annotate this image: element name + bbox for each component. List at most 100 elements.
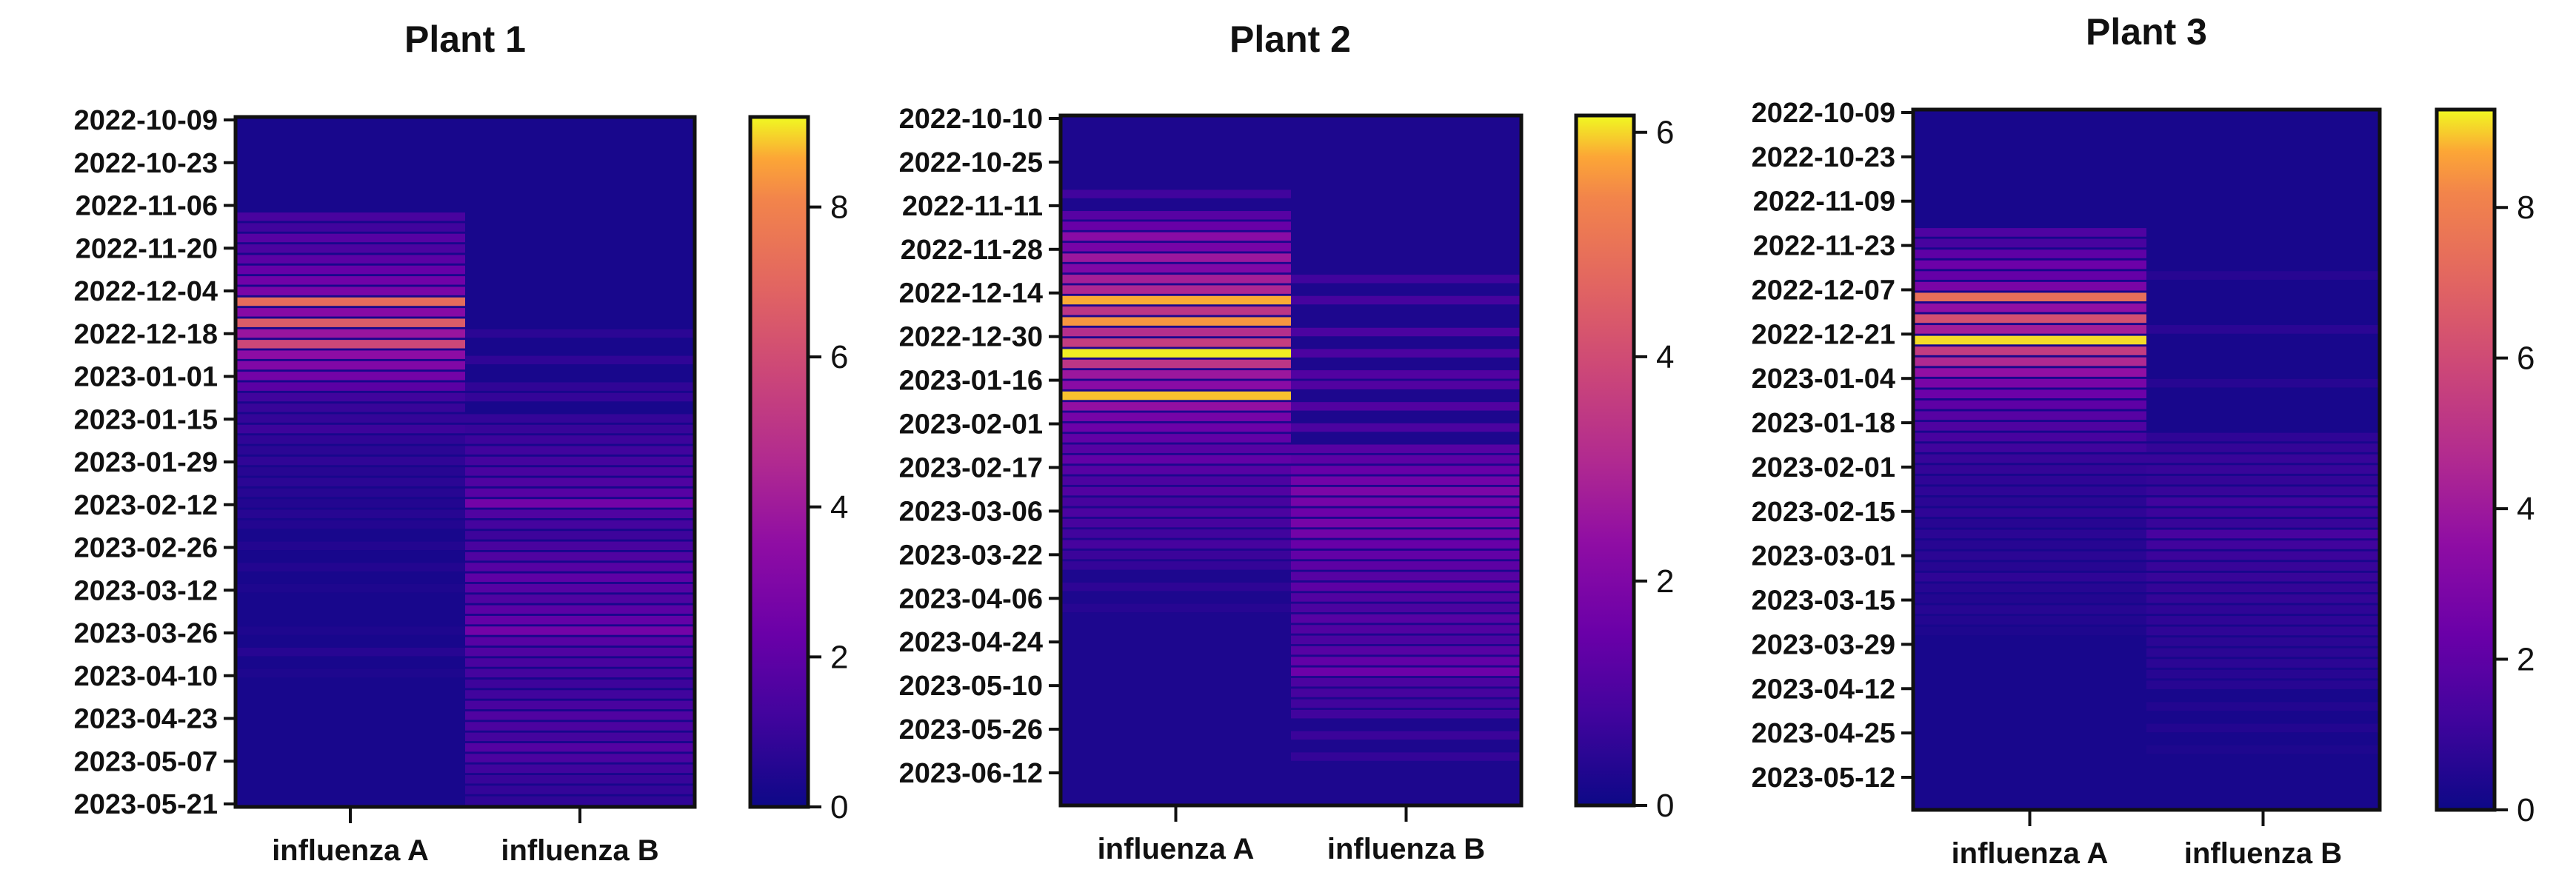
heatmap-cell [236, 350, 465, 359]
y-tick-label: 2022-12-18 [74, 319, 218, 350]
y-tick-label: 2023-02-15 [1752, 497, 1895, 528]
heatmap-cell [465, 700, 695, 710]
heatmap-cell [465, 679, 695, 688]
heatmap-cell [236, 467, 465, 476]
heatmap-cell [2146, 551, 2380, 560]
heatmap-cell [1061, 285, 1291, 294]
heatmap-cell [1291, 455, 1521, 464]
heatmap-cell [1291, 423, 1521, 432]
heatmap-cell [1913, 605, 2146, 614]
heatmap-cell [1913, 465, 2146, 474]
heatmap-cell [1913, 486, 2146, 496]
heatmap-cell [2146, 626, 2380, 636]
heatmap-cell [2146, 432, 2380, 442]
y-tick-label: 2022-10-23 [1752, 142, 1895, 173]
heatmap-cell [1913, 616, 2146, 625]
y-tick-label: 2023-01-01 [74, 362, 218, 393]
heatmap-cell [1913, 411, 2146, 420]
x-tick-label: influenza B [2184, 837, 2342, 870]
y-tick-label: 2022-11-20 [76, 233, 218, 264]
y-tick-label: 2023-03-29 [1752, 629, 1895, 660]
y-tick-label: 2022-12-21 [1752, 319, 1895, 350]
heatmap-cell [1913, 271, 2146, 280]
heatmap-cell [236, 456, 465, 466]
heatmap-cell [465, 583, 695, 593]
heatmap-cell [1291, 327, 1521, 337]
heatmap-cell [236, 382, 465, 391]
heatmap-cell [1291, 529, 1521, 538]
heatmap-cell [1291, 540, 1521, 549]
heatmap-cell [1061, 444, 1291, 453]
y-tick-label: 2022-12-07 [1752, 275, 1895, 306]
y-tick-label: 2023-03-06 [899, 496, 1043, 527]
heatmap-cell [1913, 260, 2146, 269]
y-tick-label: 2023-01-18 [1752, 408, 1895, 439]
y-tick-label: 2023-05-10 [899, 671, 1043, 702]
heatmap-cell [1913, 454, 2146, 463]
y-tick-label: 2023-02-01 [1752, 452, 1895, 483]
heatmap-cell [465, 722, 695, 731]
heatmap-cell [2146, 443, 2380, 452]
y-tick-label: 2023-05-12 [1752, 762, 1895, 794]
heatmap-cell [1291, 752, 1521, 761]
colorbar-tick-label: 4 [2517, 491, 2535, 527]
heatmap-cell [1061, 253, 1291, 262]
heatmap-cell [1291, 370, 1521, 379]
heatmap-cell [1913, 281, 2146, 291]
heatmap-cell [2146, 745, 2380, 754]
y-tick-label: 2023-05-21 [74, 789, 218, 820]
heatmap-cell [2146, 325, 2380, 334]
heatmap-cell [236, 223, 465, 232]
y-tick-label: 2023-05-07 [74, 746, 218, 777]
heatmap-cell [465, 392, 695, 402]
heatmap-cell [465, 382, 695, 391]
heatmap-cell [465, 732, 695, 742]
heatmap-cell [465, 668, 695, 678]
heatmap-cell [1061, 317, 1291, 326]
colorbar-tick-label: 8 [2517, 190, 2535, 226]
heatmap-cell [1061, 423, 1291, 432]
heatmap-cell [2146, 723, 2380, 733]
y-tick-label: 2023-02-12 [74, 490, 218, 521]
colorbar-tick-label: 2 [2517, 642, 2535, 678]
heatmap-cell [465, 785, 695, 794]
y-tick-label: 2022-10-09 [74, 105, 218, 136]
panel-title: Plant 3 [2086, 11, 2207, 53]
heatmap-cell [1061, 466, 1291, 475]
heatmap-cell [1913, 228, 2146, 237]
heatmap-cell [465, 424, 695, 434]
heatmap-cell [465, 658, 695, 667]
heatmap-cell [465, 467, 695, 476]
heatmap-cell [236, 244, 465, 253]
y-tick-label: 2022-10-09 [1752, 98, 1895, 129]
heatmap-cell [1913, 292, 2146, 302]
heatmap-cell [465, 520, 695, 529]
heatmap-cell [2146, 508, 2380, 517]
heatmap-cell [465, 764, 695, 774]
heatmap-cell [1291, 635, 1521, 645]
heatmap-cell [1913, 572, 2146, 582]
heatmap-cell [2146, 271, 2380, 280]
heatmap-cell [1061, 349, 1291, 358]
heatmap-cell [1291, 497, 1521, 506]
heatmap-cell [465, 605, 695, 614]
colorbar-tick-label: 6 [1656, 115, 1674, 151]
heatmap-cell [1913, 249, 2146, 258]
heatmap-cell [1291, 731, 1521, 740]
heatmap-cell [1913, 389, 2146, 399]
heatmap-cell [2146, 378, 2380, 388]
heatmap-cell [1291, 476, 1521, 485]
panel-title: Plant 2 [1229, 19, 1351, 60]
heatmap-cell [2146, 648, 2380, 657]
heatmap-cell [1913, 497, 2146, 506]
heatmap-cell [1291, 295, 1521, 305]
heatmap-cell [1913, 432, 2146, 442]
heatmap-cell [236, 446, 465, 455]
heatmap-cell [1061, 455, 1291, 464]
heatmap-cell [1061, 561, 1291, 570]
heatmap-cell [1291, 625, 1521, 634]
x-tick-label: influenza B [501, 834, 658, 867]
heatmap-cell [2146, 616, 2380, 625]
heatmap-cell [1291, 646, 1521, 655]
heatmap-cell [1291, 466, 1521, 475]
